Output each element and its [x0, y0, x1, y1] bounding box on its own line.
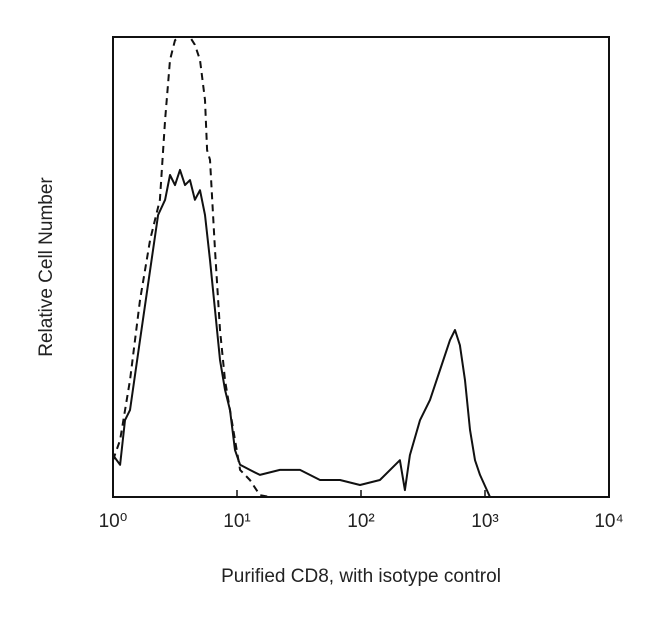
x-tick-label: 10⁰ [99, 511, 128, 532]
plot-frame [112, 36, 610, 498]
y-axis-label: Relative Cell Number [36, 177, 57, 357]
plot-area [113, 37, 491, 497]
x-tick-label: 10² [347, 511, 374, 532]
series-line [113, 37, 270, 497]
series-line [113, 168, 491, 497]
x-tick-label: 10³ [471, 511, 498, 532]
x-tick-label: 10¹ [223, 511, 250, 532]
x-axis-label: Purified CD8, with isotype control [221, 566, 501, 587]
x-tick-label: 10⁴ [594, 511, 623, 532]
